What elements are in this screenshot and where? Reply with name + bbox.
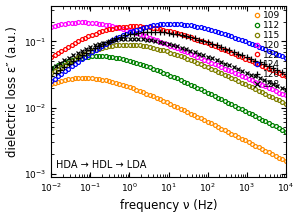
- 115: [121, 43, 124, 46]
- 122: [80, 38, 84, 41]
- Line: 115: 115: [49, 43, 288, 106]
- 112: [182, 80, 186, 83]
- 115: [104, 46, 107, 48]
- 128: [262, 79, 266, 82]
- 112: [250, 113, 253, 116]
- 115: [50, 72, 53, 75]
- Legend: 109, 112, 115, 120, 122, 124, 126, 128: 109, 112, 115, 120, 122, 124, 126, 128: [252, 10, 281, 90]
- X-axis label: frequency ν (Hz): frequency ν (Hz): [120, 199, 217, 213]
- 115: [284, 102, 288, 105]
- 124: [254, 44, 257, 47]
- 122: [254, 62, 257, 64]
- 122: [50, 56, 53, 59]
- Line: 122: 122: [49, 24, 288, 78]
- 120: [182, 50, 186, 52]
- 124: [50, 80, 53, 83]
- 115: [124, 43, 128, 46]
- 115: [250, 86, 253, 89]
- 122: [250, 60, 253, 63]
- 120: [254, 81, 257, 83]
- Y-axis label: dielectric loss ε″ (a.u.): dielectric loss ε″ (a.u.): [6, 26, 19, 157]
- 126: [280, 70, 283, 73]
- 109: [107, 80, 111, 83]
- 128: [50, 67, 53, 70]
- 126: [93, 47, 97, 49]
- 122: [284, 75, 288, 77]
- Line: 109: 109: [49, 76, 288, 163]
- 122: [104, 29, 107, 31]
- 112: [107, 55, 111, 58]
- 126: [136, 32, 140, 34]
- 109: [250, 142, 253, 145]
- 126: [149, 31, 153, 33]
- 120: [84, 21, 87, 24]
- 128: [284, 88, 288, 91]
- 120: [50, 26, 53, 28]
- 115: [182, 56, 186, 59]
- 126: [50, 75, 53, 77]
- 128: [76, 52, 79, 54]
- Line: 120: 120: [49, 20, 288, 97]
- 112: [254, 115, 257, 118]
- 124: [121, 34, 124, 36]
- 112: [50, 67, 53, 70]
- 124: [169, 22, 172, 25]
- 109: [50, 82, 53, 85]
- 126: [76, 57, 79, 59]
- 124: [182, 23, 186, 26]
- 120: [80, 21, 84, 24]
- 115: [254, 88, 257, 90]
- 112: [124, 58, 128, 61]
- 124: [250, 43, 253, 45]
- Line: 124: 124: [49, 22, 288, 83]
- Line: 126: 126: [49, 29, 289, 79]
- 126: [284, 72, 288, 75]
- 128: [93, 44, 97, 47]
- 124: [80, 58, 84, 60]
- 122: [131, 25, 134, 28]
- 109: [182, 109, 186, 112]
- 109: [284, 160, 288, 162]
- 109: [84, 77, 87, 79]
- 128: [132, 37, 136, 40]
- Text: HDA → HDL → LDA: HDA → HDL → LDA: [56, 160, 146, 170]
- 122: [121, 26, 124, 28]
- 112: [80, 56, 84, 59]
- 124: [104, 43, 107, 45]
- 122: [182, 34, 186, 37]
- Line: 112: 112: [49, 54, 288, 133]
- Line: 128: 128: [49, 36, 288, 92]
- 124: [284, 56, 288, 59]
- 126: [106, 40, 110, 43]
- 115: [80, 54, 84, 57]
- 120: [284, 94, 288, 97]
- 120: [250, 79, 253, 82]
- 112: [284, 130, 288, 133]
- 120: [124, 28, 128, 31]
- 120: [107, 24, 111, 27]
- 109: [254, 144, 257, 147]
- 128: [141, 38, 144, 41]
- 109: [80, 77, 84, 79]
- 109: [124, 85, 128, 87]
- 112: [97, 55, 101, 58]
- 128: [106, 40, 110, 43]
- 128: [280, 86, 283, 89]
- 126: [262, 63, 266, 66]
